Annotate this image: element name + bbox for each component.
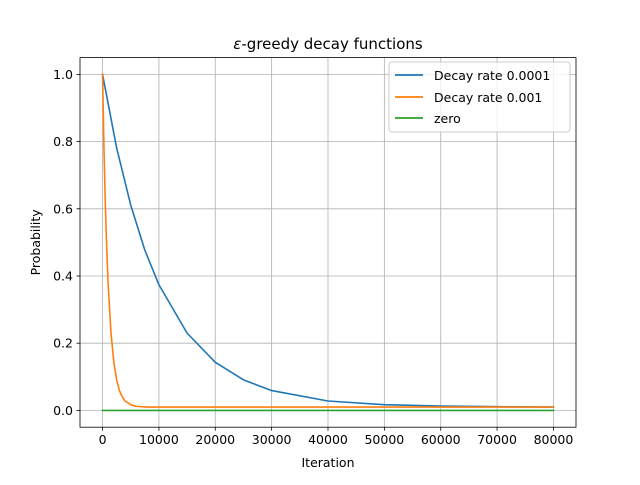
chart-title: ε-greedy decay functions (233, 35, 423, 53)
x-tick-label: 10000 (139, 432, 179, 447)
legend-label-decay-0.001: Decay rate 0.001 (434, 90, 542, 105)
legend-label-zero: zero (434, 111, 461, 126)
x-tick-label: 60000 (421, 432, 461, 447)
legend: Decay rate 0.0001 Decay rate 0.001 zero (388, 61, 571, 133)
x-tick-label: 30000 (252, 432, 292, 447)
axis-ticks: 0 10000 20000 30000 40000 50000 60000 70000 8000… (53, 67, 573, 447)
legend-label-decay-0.0001: Decay rate 0.0001 (434, 68, 550, 83)
chart-title-text: -greedy decay functions (241, 35, 423, 53)
series-line-decay-0.001 (101, 73, 555, 408)
x-tick-label: 0 (99, 432, 107, 447)
y-tick-label: 1.0 (53, 67, 73, 82)
y-axis-label: Probability (28, 209, 43, 276)
y-tick-label: 0.2 (53, 336, 73, 351)
x-tick-label: 80000 (534, 432, 574, 447)
x-tick-label: 20000 (195, 432, 235, 447)
series-line-decay-0.0001 (101, 73, 555, 408)
x-tick-label: 40000 (308, 432, 348, 447)
y-tick-label: 0.8 (53, 134, 73, 149)
series-lines (101, 73, 555, 412)
x-tick-label: 50000 (364, 432, 404, 447)
chart-title-epsilon: ε (233, 35, 241, 53)
y-tick-label: 0.4 (53, 269, 73, 284)
legend-box (388, 61, 571, 133)
y-tick-label: 0.0 (53, 403, 73, 418)
y-tick-label: 0.6 (53, 201, 73, 216)
x-tick-label: 70000 (477, 432, 517, 447)
x-axis-label: Iteration (301, 455, 354, 470)
